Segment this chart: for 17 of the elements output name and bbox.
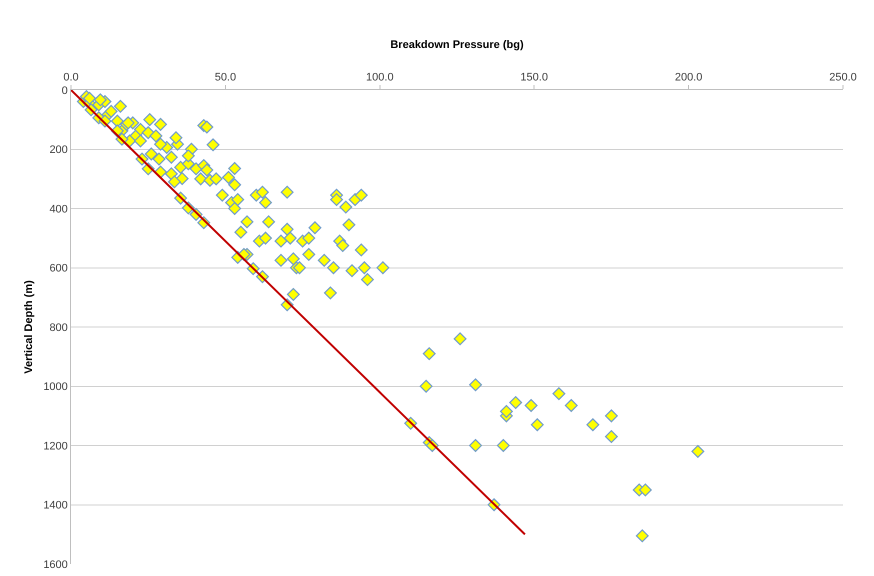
y-axis-title: Vertical Depth (m) bbox=[22, 280, 35, 374]
y-tick-label: 1600 bbox=[43, 558, 68, 571]
y-tick-label: 600 bbox=[49, 262, 68, 275]
x-tick-label: 50.0 bbox=[214, 72, 236, 84]
y-tick-label: 800 bbox=[49, 322, 68, 334]
y-tick-label: 0 bbox=[62, 84, 68, 97]
y-tick-label: 1200 bbox=[43, 440, 68, 452]
y-tick-label: 200 bbox=[49, 144, 68, 156]
x-tick-label: 200.0 bbox=[674, 72, 702, 84]
y-tick-label: 1000 bbox=[43, 381, 68, 394]
x-tick-label: 150.0 bbox=[520, 72, 548, 84]
x-tick-label: 100.0 bbox=[366, 72, 394, 84]
x-axis-title: Breakdown Pressure (bg) bbox=[390, 39, 524, 52]
x-tick-label: 250.0 bbox=[829, 72, 857, 84]
x-tick-label: 0.0 bbox=[63, 72, 79, 84]
y-tick-label: 1400 bbox=[43, 500, 68, 512]
y-tick-label: 400 bbox=[49, 203, 68, 216]
